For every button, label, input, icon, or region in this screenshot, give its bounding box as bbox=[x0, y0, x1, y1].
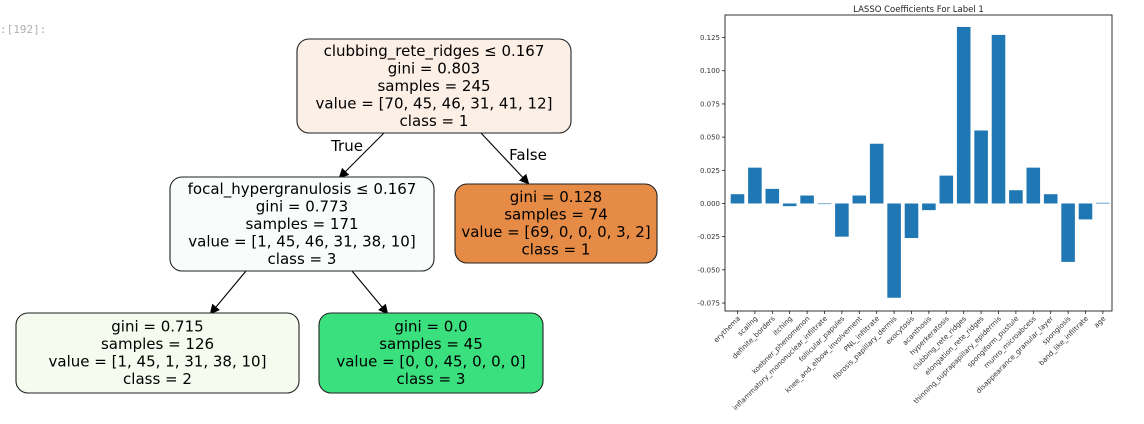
tree-node-line: clubbing_rete_ridges ≤ 0.167 bbox=[324, 42, 545, 61]
bar-spongiform_pustule bbox=[1009, 190, 1023, 204]
tree-node-line: gini = 0.773 bbox=[256, 197, 348, 215]
tree-node-line: class = 2 bbox=[123, 370, 192, 388]
tree-node-line: gini = 0.128 bbox=[510, 188, 602, 206]
bar-spongiosis bbox=[1061, 203, 1075, 262]
chart-title: LASSO Coefficients For Label 1 bbox=[853, 5, 984, 15]
bar-age bbox=[1096, 202, 1110, 204]
decision-tree: True False clubbing_rete_ridges ≤ 0.167gi… bbox=[15, 38, 658, 394]
x-tick-label: age bbox=[1092, 315, 1107, 330]
bar-fibrosis_papillary_dermis bbox=[887, 203, 901, 298]
bar-elongation_rete_ridges bbox=[974, 130, 988, 204]
tree-node-line: samples = 74 bbox=[504, 206, 608, 224]
bar-exocytosis bbox=[904, 203, 919, 238]
y-tick-label: -0.075 bbox=[697, 300, 720, 308]
tree-node-line: gini = 0.0 bbox=[394, 318, 467, 336]
tree-node-line: samples = 45 bbox=[379, 335, 483, 353]
y-tick-label: 0.025 bbox=[700, 167, 720, 175]
tree-edge-root-left: True bbox=[330, 132, 385, 179]
tree-node-line: gini = 0.715 bbox=[111, 318, 203, 336]
tree-node-line: value = [69, 0, 0, 0, 3, 2] bbox=[461, 223, 650, 241]
tree-edge-label: True bbox=[330, 137, 363, 155]
tree-node-line: value = [70, 45, 46, 31, 41, 12] bbox=[316, 94, 553, 112]
bar-acanthosis bbox=[922, 203, 936, 211]
bar-itching bbox=[782, 203, 797, 207]
bar-inflammatory_mononuclear_infiltrate bbox=[817, 203, 832, 205]
tree-edge-label: False bbox=[509, 146, 547, 164]
y-tick-label: -0.050 bbox=[697, 266, 720, 274]
y-tick-label: 0.000 bbox=[700, 200, 720, 208]
y-tick-label: 0.125 bbox=[700, 34, 720, 42]
bar-munro_microabcess bbox=[1026, 167, 1041, 204]
tree-node-line: value = [0, 0, 45, 0, 0, 0] bbox=[336, 353, 525, 371]
bar-knee_and_elbow_involvement bbox=[852, 195, 867, 204]
tree-edge-left-ll bbox=[209, 270, 247, 315]
tree-node-line: gini = 0.803 bbox=[388, 59, 480, 77]
tree-node-line: samples = 126 bbox=[101, 335, 214, 353]
bar-PNL_infiltrate bbox=[869, 143, 884, 204]
y-tick-label: 0.075 bbox=[700, 100, 720, 108]
bar-koebner_phenomenon bbox=[800, 195, 814, 204]
bar-follicular_papules bbox=[835, 203, 849, 237]
tree-node-line: class = 1 bbox=[400, 112, 469, 130]
plot-frame bbox=[724, 14, 1113, 312]
tree-edge-root-right: False bbox=[480, 132, 547, 185]
tree-node-line: value = [1, 45, 1, 31, 38, 10] bbox=[49, 353, 267, 371]
tree-node-line: class = 3 bbox=[268, 250, 337, 268]
tree-edge-left-lr bbox=[351, 270, 389, 315]
y-tick-label: 0.050 bbox=[700, 134, 720, 142]
bar-disappearance_granular_layer bbox=[1043, 194, 1058, 204]
cell-prompt: :[192]: bbox=[0, 23, 47, 36]
bar-clubbing_rete_ridges bbox=[956, 26, 971, 204]
bar-erythema bbox=[730, 194, 745, 204]
bar-thinning_suprapapillary_epidermis bbox=[991, 34, 1006, 204]
bar-scaling bbox=[748, 167, 762, 204]
tree-node-line: class = 3 bbox=[397, 370, 466, 388]
tree-node-line: value = [1, 45, 46, 31, 38, 10] bbox=[188, 232, 415, 250]
bar-band_like_infiltrate bbox=[1078, 203, 1093, 220]
y-tick-label: -0.025 bbox=[697, 233, 720, 241]
tree-node-line: samples = 245 bbox=[377, 77, 490, 95]
lasso-bar-chart: LASSO Coefficients For Label 1 0.125 0.10… bbox=[697, 5, 1113, 412]
bar-hyperkeratosis bbox=[939, 175, 954, 204]
tree-node-line: focal_hypergranulosis ≤ 0.167 bbox=[188, 180, 417, 199]
tree-node-line: class = 1 bbox=[522, 241, 591, 259]
tree-node-line: samples = 171 bbox=[245, 215, 358, 233]
bar-definite_borders bbox=[765, 188, 780, 204]
y-tick-label: 0.100 bbox=[700, 67, 720, 75]
